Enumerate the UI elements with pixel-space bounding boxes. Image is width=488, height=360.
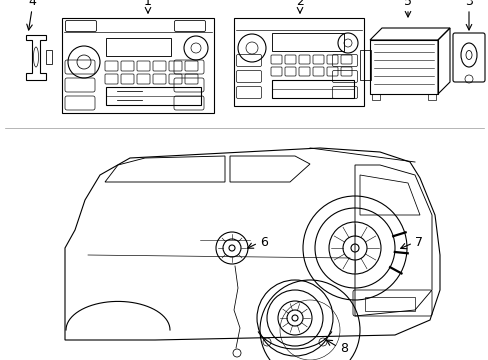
Bar [106, 87, 201, 105]
Bar [62, 18, 214, 113]
Text: 1: 1 [144, 0, 152, 8]
Text: 5: 5 [403, 0, 411, 8]
Text: 7: 7 [414, 235, 422, 248]
Bar [46, 50, 52, 64]
Bar [359, 50, 370, 80]
Bar [106, 38, 171, 56]
Text: 4: 4 [28, 0, 36, 8]
Text: 3: 3 [464, 0, 472, 8]
Bar [371, 94, 379, 100]
Text: 2: 2 [295, 0, 304, 8]
Bar [234, 18, 363, 106]
Bar [364, 297, 414, 311]
Bar [427, 94, 435, 100]
Text: 6: 6 [260, 235, 267, 248]
Bar [271, 33, 343, 51]
Bar [271, 80, 353, 98]
Text: 8: 8 [339, 342, 347, 355]
